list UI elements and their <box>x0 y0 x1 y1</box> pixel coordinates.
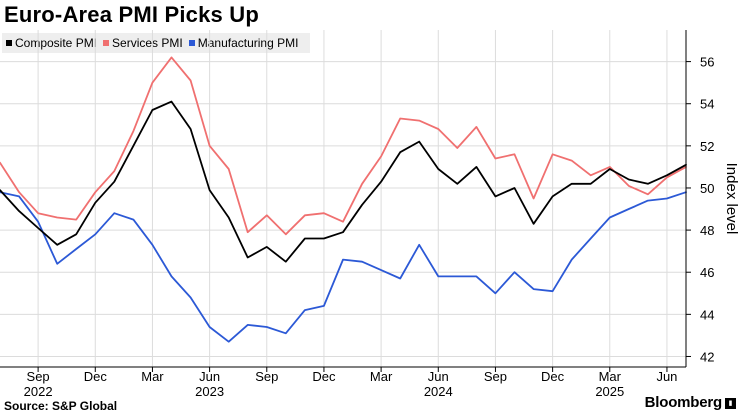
x-tick-label: Dec <box>84 369 108 384</box>
y-tick-label: 54 <box>700 97 714 112</box>
y-tick-label: 52 <box>700 139 714 154</box>
legend-item-composite: Composite PMI <box>6 36 97 50</box>
y-tick-label: 56 <box>700 55 714 70</box>
y-axis: 42 44 46 48 50 52 54 56 Index level <box>685 30 740 367</box>
x-tick-label: Dec <box>312 369 336 384</box>
legend-swatch-manufacturing <box>188 40 195 46</box>
y-tick-label: 50 <box>700 181 714 196</box>
x-tick-label: Jun <box>656 369 677 384</box>
x-tick-label: Sep <box>255 369 278 384</box>
y-tick-label: 46 <box>700 265 714 280</box>
legend-label-composite: Composite PMI <box>15 36 98 50</box>
x-tick-label: Mar <box>370 369 393 384</box>
bloomberg-mark-icon: ▮ <box>725 398 736 409</box>
x-tick-label: Jun <box>199 369 220 384</box>
x-tick-label: Mar <box>141 369 164 384</box>
legend-swatch-composite <box>6 40 12 46</box>
x-year-label: 2025 <box>595 384 624 399</box>
x-tick-label: Sep <box>27 369 50 384</box>
y-tick-label: 42 <box>700 349 714 364</box>
legend-label-services: Services PMI <box>112 36 183 50</box>
legend: Composite PMI Services PMI Manufacturing… <box>2 33 311 53</box>
y-tick-label: 44 <box>700 307 714 322</box>
x-year-label: 2024 <box>424 384 453 399</box>
x-tick-label: Sep <box>484 369 507 384</box>
series-lines <box>0 56 687 343</box>
x-tick-label: Mar <box>599 369 622 384</box>
legend-label-manufacturing: Manufacturing PMI <box>197 36 299 50</box>
composite-pmi-line <box>0 100 687 263</box>
x-axis: Sep Dec Mar Jun Sep Dec Mar Jun Sep Dec Mar Jun 2022… <box>0 366 686 399</box>
grid <box>0 30 686 367</box>
legend-swatch-services <box>103 40 110 46</box>
services-pmi-line <box>0 56 687 236</box>
x-tick-label: Jun <box>428 369 449 384</box>
source-note: Source: S&P Global <box>4 399 118 413</box>
x-year-label: 2022 <box>24 384 53 399</box>
legend-item-services: Services PMI <box>103 36 183 50</box>
y-axis-label: Index level <box>723 163 740 235</box>
manufacturing-pmi-line <box>0 191 687 343</box>
legend-item-manufacturing: Manufacturing PMI <box>188 36 299 50</box>
bloomberg-logo: Bloomberg <box>644 394 723 411</box>
x-year-label: 2023 <box>195 384 224 399</box>
x-tick-label: Dec <box>541 369 565 384</box>
chart-title: Euro-Area PMI Picks Up <box>4 2 260 27</box>
y-tick-label: 48 <box>700 223 714 238</box>
